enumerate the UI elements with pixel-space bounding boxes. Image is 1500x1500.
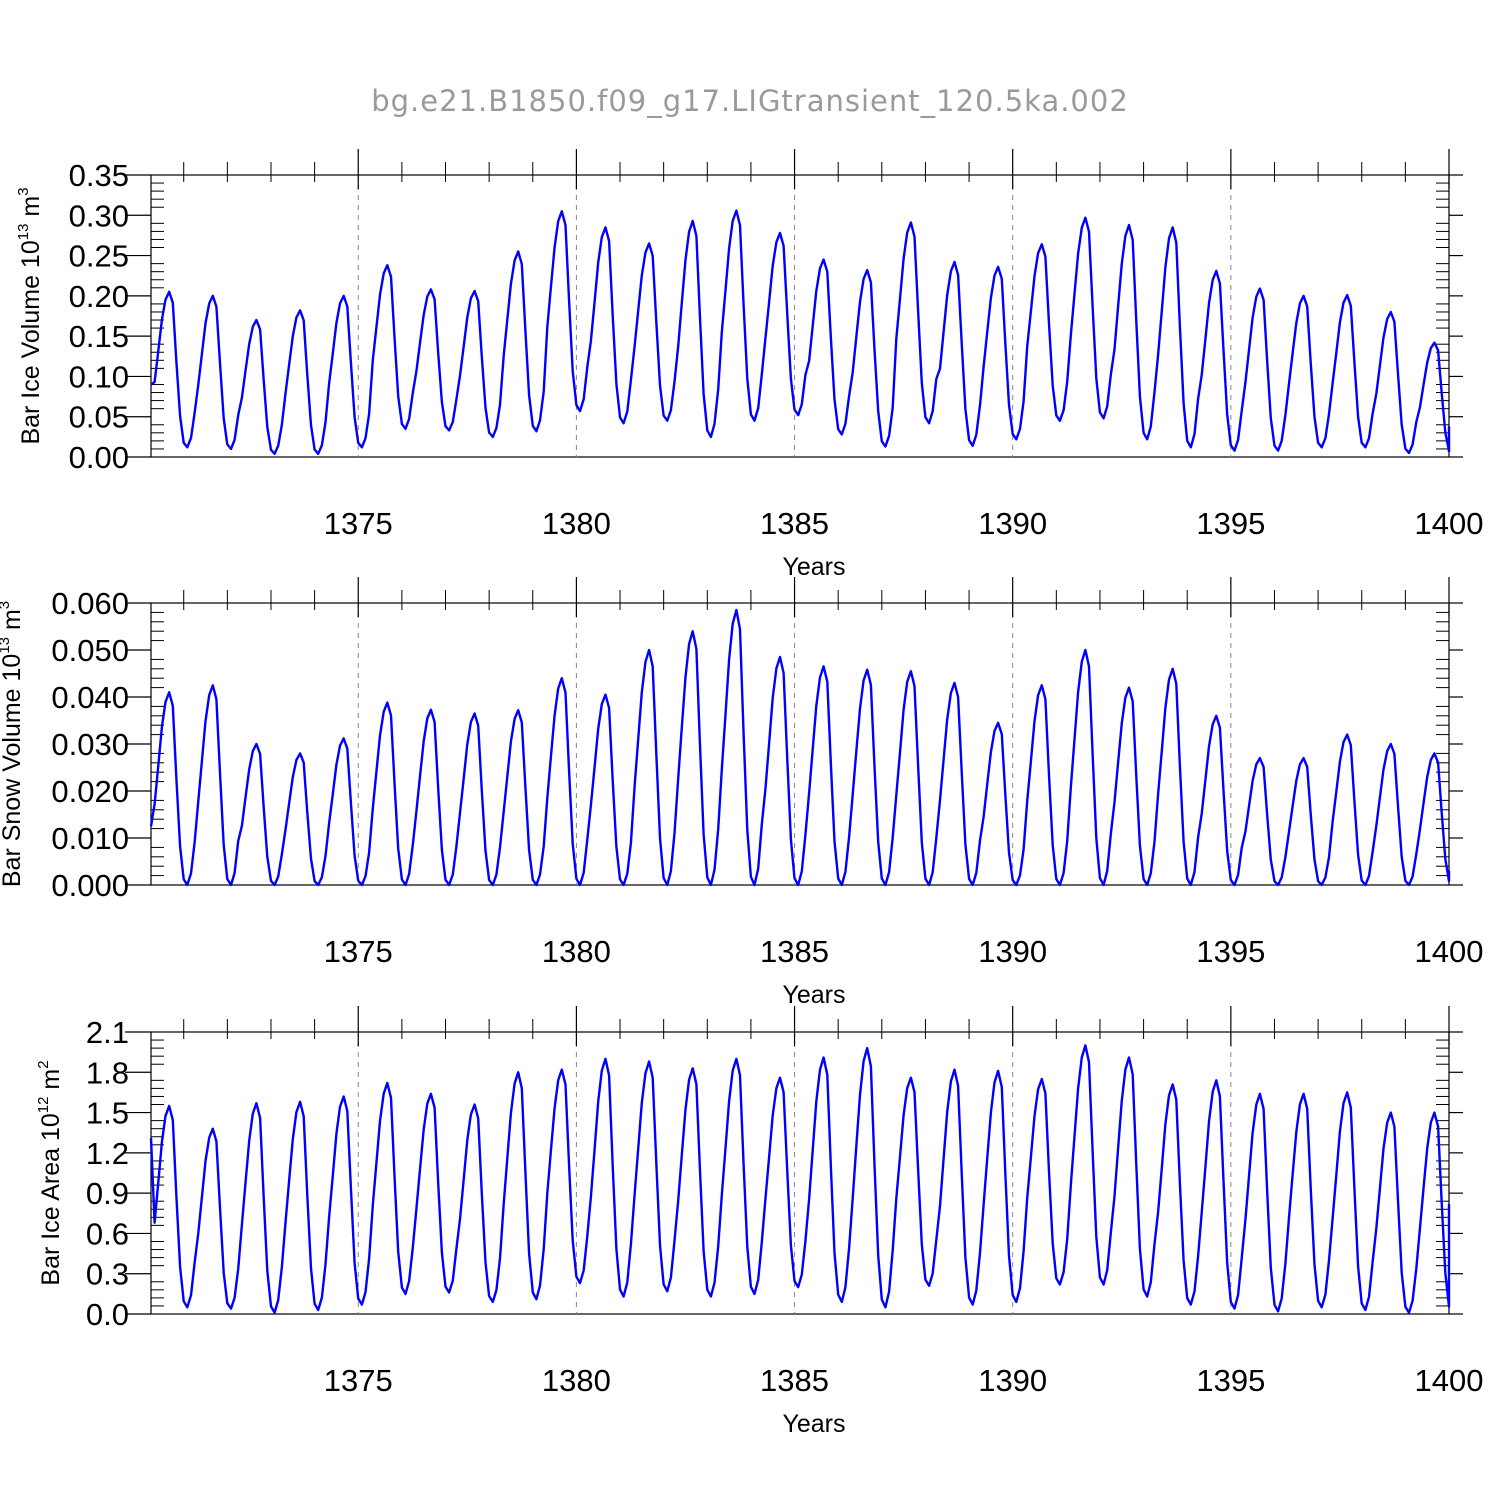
y-tick-label: 0.020 xyxy=(51,774,129,809)
y-tick-label: 0.030 xyxy=(51,727,129,762)
series-line-ice-volume xyxy=(150,209,1451,455)
y-tick-labels: 0.000 0.010 0.020 0.030 0.040 0.050 0.060 xyxy=(51,586,129,903)
x-axis-title: Years xyxy=(782,553,845,581)
x-tick-label: 1400 xyxy=(1415,934,1484,969)
y-tick-label: 0.10 xyxy=(69,359,129,394)
y-tick-label: 0.20 xyxy=(69,279,129,314)
x-tick-label: 1400 xyxy=(1415,506,1484,541)
axis-ticks xyxy=(125,149,1463,458)
y-tick-label: 0.0 xyxy=(86,1297,129,1332)
x-tick-label: 1385 xyxy=(760,934,829,969)
panel-ice-volume: 0.00 0.05 0.10 0.15 0.20 0.25 0.30 0.35 1375 138… xyxy=(15,149,1483,581)
x-tick-labels: 1375 1380 1385 1390 1395 1400 xyxy=(324,934,1484,969)
y-tick-label: 0.3 xyxy=(86,1257,129,1292)
y-tick-label: 0.05 xyxy=(69,400,129,435)
x-tick-label: 1395 xyxy=(1196,506,1265,541)
x-tick-label: 1395 xyxy=(1196,1363,1265,1398)
x-tick-label: 1380 xyxy=(542,506,611,541)
y-tick-labels: 0.00 0.05 0.10 0.15 0.20 0.25 0.30 0.35 xyxy=(69,158,129,475)
x-tick-label: 1395 xyxy=(1196,934,1265,969)
y-tick-labels: 0.0 0.3 0.6 0.9 1.2 1.5 1.8 2.1 xyxy=(86,1015,129,1332)
x-tick-label: 1400 xyxy=(1415,1363,1484,1398)
y-tick-label: 0.6 xyxy=(86,1216,129,1251)
y-tick-label: 1.5 xyxy=(86,1096,129,1131)
x-tick-label: 1380 xyxy=(542,1363,611,1398)
axis-ticks xyxy=(125,577,1463,886)
y-tick-label: 0.040 xyxy=(51,680,129,715)
y-tick-label: 0.25 xyxy=(69,239,129,274)
y-tick-label: 2.1 xyxy=(86,1015,129,1050)
x-grid xyxy=(357,175,1232,457)
axis-ticks xyxy=(125,1006,1463,1315)
x-tick-label: 1390 xyxy=(978,1363,1047,1398)
y-tick-label: 0.010 xyxy=(51,821,129,856)
y-tick-label: 0.15 xyxy=(69,319,129,354)
panel-snow-volume: 0.000 0.010 0.020 0.030 0.040 0.050 0.060 1375… xyxy=(0,577,1483,1009)
y-axis-title: Bar Ice Area 1012 m2 xyxy=(35,1060,65,1285)
y-tick-label: 0.00 xyxy=(69,440,129,475)
x-tick-label: 1375 xyxy=(324,934,393,969)
x-tick-label: 1390 xyxy=(978,934,1047,969)
y-tick-label: 0.35 xyxy=(69,158,129,193)
series-line-snow-volume xyxy=(149,608,1451,887)
y-tick-label: 0.9 xyxy=(86,1176,129,1211)
x-tick-labels: 1375 1380 1385 1390 1395 1400 xyxy=(324,506,1484,541)
y-tick-label: 1.8 xyxy=(86,1055,129,1090)
x-tick-label: 1385 xyxy=(760,1363,829,1398)
x-axis-title: Years xyxy=(782,981,845,1009)
y-axis-title: Bar Snow Volume 1013 m3 xyxy=(0,601,26,887)
panel-ice-area: 0.0 0.3 0.6 0.9 1.2 1.5 1.8 2.1 1375 1380 1385 139… xyxy=(35,1006,1483,1438)
x-grid xyxy=(357,1032,1232,1314)
x-tick-label: 1390 xyxy=(978,506,1047,541)
x-tick-label: 1375 xyxy=(324,506,393,541)
x-tick-labels: 1375 1380 1385 1390 1395 1400 xyxy=(324,1363,1484,1398)
y-axis-title: Bar Ice Volume 1013 m3 xyxy=(15,187,45,444)
x-tick-label: 1380 xyxy=(542,934,611,969)
figure-title: bg.e21.B1850.f09_g17.LIGtransient_120.5k… xyxy=(371,84,1129,118)
x-tick-label: 1385 xyxy=(760,506,829,541)
y-tick-label: 0.050 xyxy=(51,633,129,668)
y-tick-label: 0.060 xyxy=(51,586,129,621)
y-tick-label: 1.2 xyxy=(86,1136,129,1171)
y-tick-label: 0.30 xyxy=(69,198,129,233)
x-axis-title: Years xyxy=(782,1410,845,1438)
y-tick-label: 0.000 xyxy=(51,868,129,903)
plot-frame xyxy=(150,1031,1450,1315)
x-tick-label: 1375 xyxy=(324,1363,393,1398)
x-grid xyxy=(357,603,1232,885)
plot-frame xyxy=(150,174,1450,458)
series-line-ice-area xyxy=(149,1044,1451,1314)
